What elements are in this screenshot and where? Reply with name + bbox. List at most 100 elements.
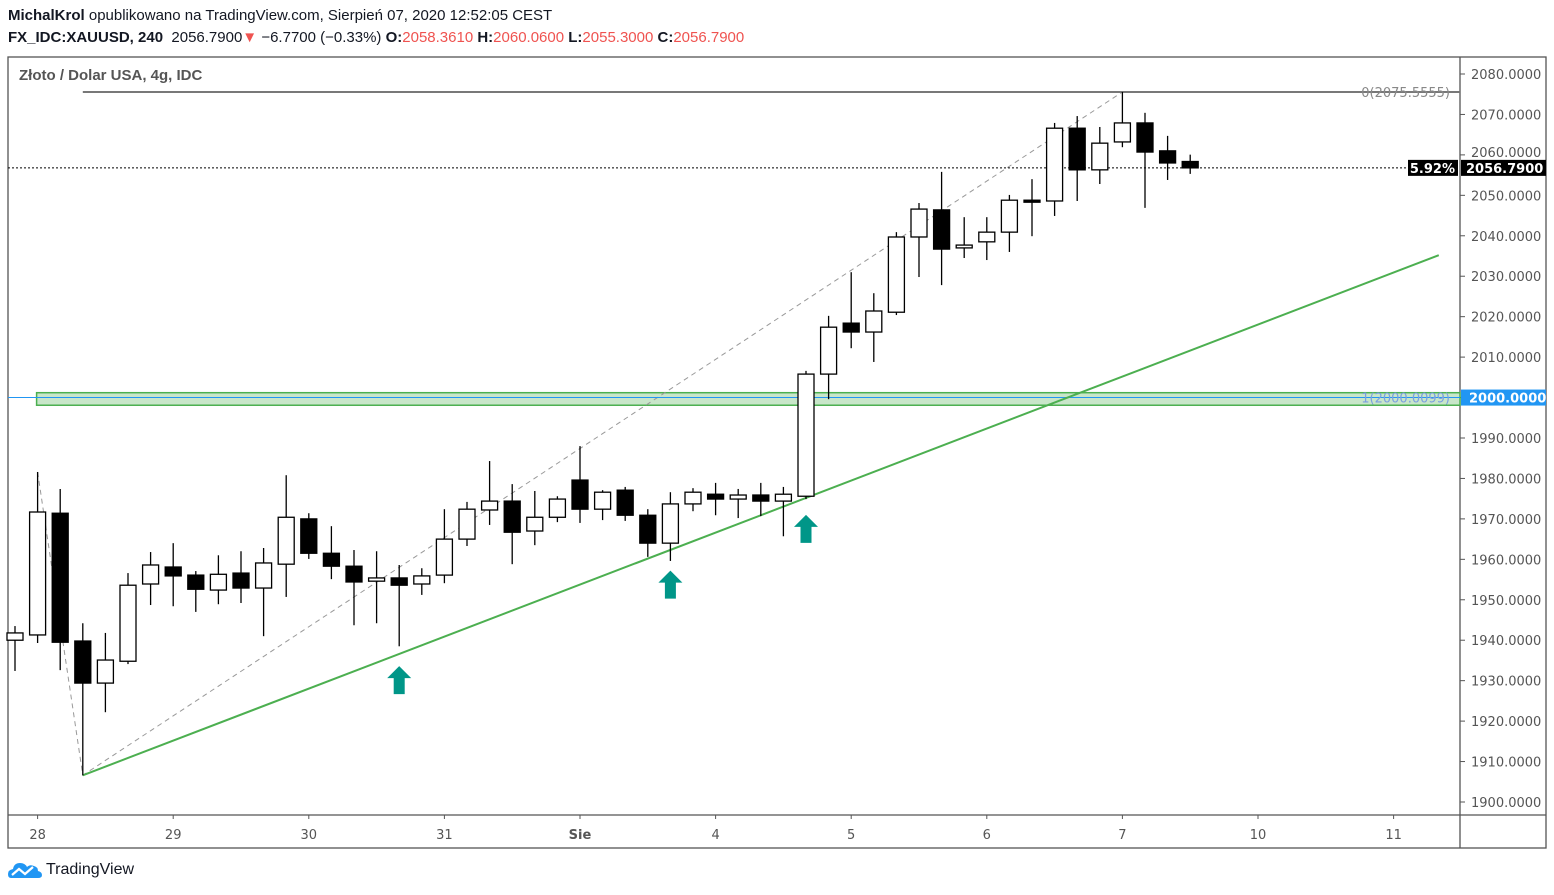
- candle-down: [616, 489, 634, 516]
- candle-down: [187, 574, 205, 590]
- candle-down: [1068, 127, 1086, 171]
- candle-down: [1136, 122, 1154, 153]
- y-tick-label: 1960.0000: [1471, 553, 1541, 568]
- candle-down: [164, 566, 182, 577]
- candle-up: [797, 373, 815, 497]
- level-price-axis-label: 2000.0000: [1469, 392, 1546, 407]
- candle-up: [526, 516, 544, 532]
- candle-up: [367, 577, 386, 582]
- candle-down: [345, 565, 363, 583]
- low-value: 2055.3000: [582, 29, 654, 46]
- candle-up: [413, 575, 431, 585]
- x-tick-label: 5: [847, 828, 855, 843]
- x-tick-label: 29: [165, 828, 182, 843]
- high-label: H:: [477, 29, 494, 46]
- candle-down: [503, 500, 521, 533]
- x-tick-label: 31: [436, 828, 453, 843]
- last-price-axis-label: 2056.7900: [1466, 162, 1543, 177]
- high-value: 2060.0600: [493, 29, 565, 46]
- brand-name[interactable]: TradingView: [46, 861, 135, 878]
- candle-up: [458, 508, 476, 540]
- candle-up: [729, 494, 747, 500]
- candle-up: [684, 491, 702, 505]
- candle-up: [6, 632, 24, 641]
- candle-up: [910, 208, 928, 238]
- candle-down: [51, 512, 69, 643]
- candle-down: [322, 552, 341, 567]
- candle-up: [978, 231, 996, 243]
- y-tick-label: 1930.0000: [1471, 675, 1541, 690]
- y-tick-label: 1940.0000: [1471, 634, 1541, 649]
- fib-level-label: 1(2000.0099): [1361, 392, 1450, 407]
- candle-down: [932, 209, 951, 250]
- open-label: O:: [385, 29, 403, 46]
- tradingview-logo-icon: [8, 863, 42, 878]
- y-tick-label: 2010.0000: [1471, 351, 1541, 366]
- candle-up: [661, 503, 680, 544]
- candle-up: [593, 491, 612, 510]
- candle-up: [887, 236, 906, 313]
- candle-up: [28, 511, 47, 636]
- y-tick-label: 1900.0000: [1471, 796, 1541, 811]
- level-price-badge: [1461, 389, 1546, 406]
- x-tick-label: 11: [1385, 828, 1402, 843]
- close-value: 2056.7900: [673, 29, 745, 46]
- arrow-up-icon: [387, 666, 412, 695]
- candle-up: [819, 326, 838, 375]
- candle-down: [1181, 160, 1199, 169]
- footer: TradingView: [8, 860, 134, 880]
- candle-up: [435, 538, 454, 576]
- candle-up: [774, 493, 793, 502]
- x-tick-label: 4: [711, 828, 719, 843]
- candle-up: [96, 659, 115, 684]
- y-tick-label: 2060.0000: [1471, 146, 1541, 161]
- x-tick-label: 28: [29, 828, 46, 843]
- y-tick-label: 1970.0000: [1471, 513, 1541, 528]
- chart-frame: [7, 56, 1547, 849]
- open-value: 2058.3610: [402, 29, 474, 46]
- fib-trend-line: [37, 91, 1123, 777]
- candle-down: [1023, 199, 1041, 203]
- candle-up: [1000, 199, 1019, 233]
- y-tick-label: 2030.0000: [1471, 270, 1541, 285]
- x-tick-label: 10: [1250, 828, 1267, 843]
- candle-up: [141, 564, 160, 585]
- publish-info: MichalKrol opublikowano na TradingView.c…: [8, 7, 552, 24]
- y-tick-label: 2080.0000: [1471, 68, 1541, 83]
- candle-up: [1045, 127, 1064, 202]
- arrow-up-icon: [658, 570, 683, 599]
- candle-up: [209, 573, 228, 591]
- low-label: L:: [568, 29, 583, 46]
- candle-up: [548, 498, 567, 518]
- y-tick-label: 1910.0000: [1471, 756, 1541, 771]
- candle-down: [752, 494, 770, 502]
- last-price-badge: [1461, 159, 1546, 176]
- candle-up: [119, 584, 137, 662]
- y-tick-label: 2040.0000: [1471, 230, 1541, 245]
- symbol-name: FX_IDC:XAUUSD, 240: [8, 29, 164, 46]
- chart-title: Złoto / Dolar USA, 4g, IDC: [19, 67, 203, 84]
- support-zone: [35, 391, 1461, 406]
- y-tick-label: 2070.0000: [1471, 108, 1541, 123]
- candle-up: [480, 500, 499, 511]
- candle-down: [639, 514, 657, 544]
- candle-up: [254, 562, 273, 589]
- candle-up: [865, 310, 883, 333]
- x-tick-label: 6: [983, 828, 991, 843]
- arrow-up-icon: [794, 514, 818, 543]
- y-tick-label: 1920.0000: [1471, 715, 1541, 730]
- x-tick-label: 30: [301, 828, 318, 843]
- candle-down: [1158, 150, 1177, 164]
- candle-down: [74, 640, 92, 684]
- candle-down: [706, 493, 725, 500]
- symbol-legend: FX_IDC:XAUUSD, 240 2056.7900▼ −6.7700 (−…: [8, 29, 744, 46]
- candle-down: [390, 577, 408, 586]
- author-name[interactable]: MichalKrol: [8, 7, 85, 24]
- candle-up: [1091, 142, 1109, 171]
- x-tick-label: Sie: [569, 828, 592, 843]
- candle-down: [571, 479, 589, 510]
- x-tick-label: 7: [1118, 828, 1126, 843]
- triangle-down-icon: ▼: [242, 29, 258, 46]
- candle-up: [1113, 122, 1132, 143]
